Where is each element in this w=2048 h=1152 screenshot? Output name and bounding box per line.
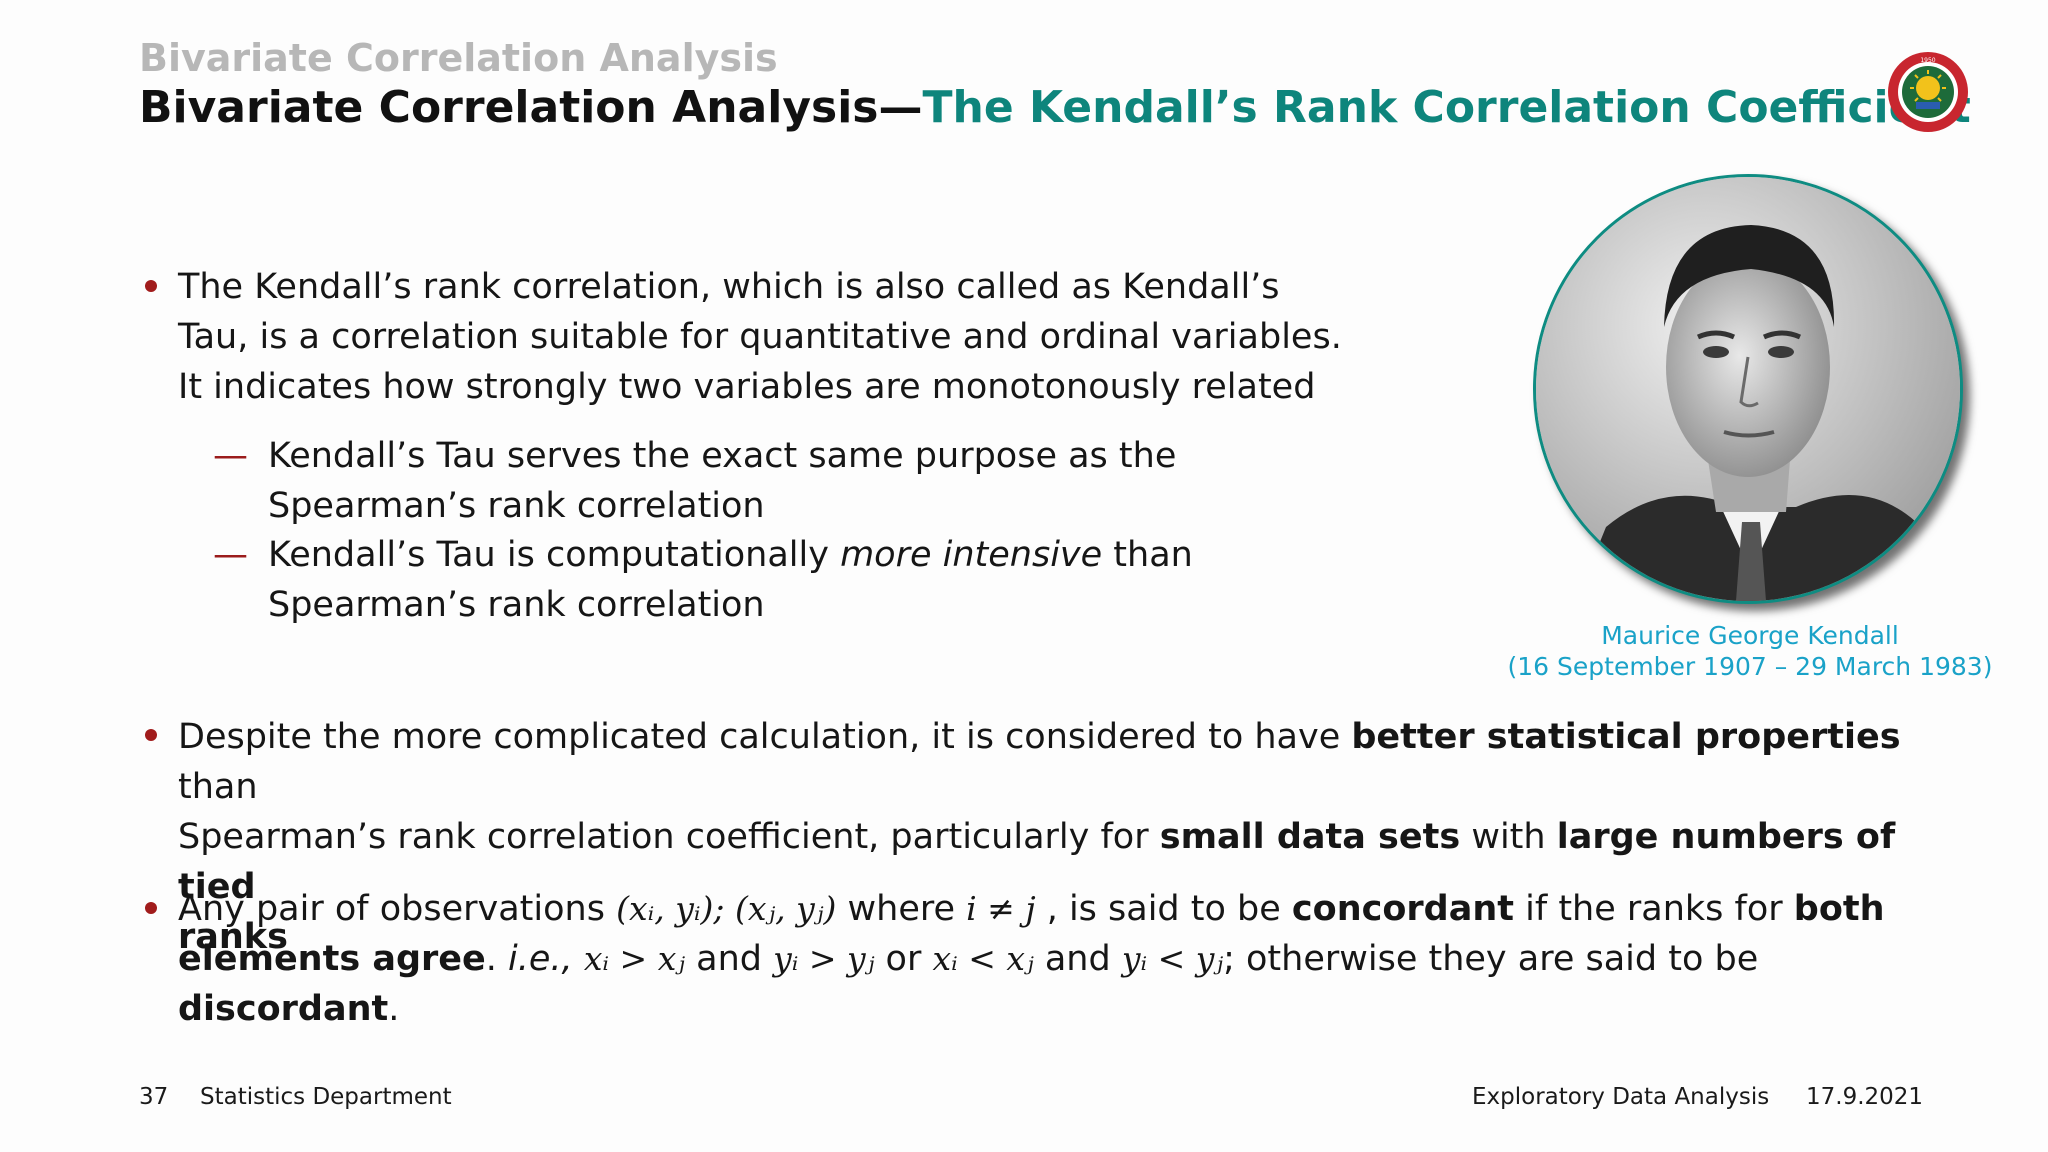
bold-text: elements agree bbox=[178, 939, 486, 979]
text-run: and bbox=[685, 939, 774, 979]
bold-text: small data sets bbox=[1159, 817, 1461, 857]
footer-date: 17.9.2021 bbox=[1806, 1084, 1924, 1110]
title-separator: — bbox=[878, 82, 923, 133]
footer-department: Statistics Department bbox=[200, 1084, 452, 1110]
sub-bullet-2-line: Spearman’s rank correlation bbox=[268, 585, 765, 625]
sub-bullet-2-line: Kendall’s Tau is computationally more in… bbox=[268, 530, 1268, 580]
text-run: and bbox=[1033, 939, 1122, 979]
footer-course: Exploratory Data Analysis bbox=[1472, 1084, 1770, 1110]
sub-bullet-dash: — bbox=[213, 436, 248, 476]
text-run: or bbox=[874, 939, 933, 979]
sub-bullet-1-line: Kendall’s Tau serves the exact same purp… bbox=[268, 436, 1177, 476]
text-run: . bbox=[485, 939, 509, 979]
text-run: than bbox=[1102, 535, 1193, 575]
sub-bullet-dash: — bbox=[213, 535, 248, 575]
text-run: Despite the more complicated calculation… bbox=[178, 717, 1352, 757]
caption-name: Maurice George Kendall bbox=[1601, 621, 1899, 650]
text-run: . bbox=[388, 989, 400, 1029]
bullet-2-line: Despite the more complicated calculation… bbox=[178, 712, 1948, 812]
math-expression: xᵢ < xⱼ bbox=[932, 939, 1034, 978]
bold-text: large numbers of tied bbox=[178, 817, 1896, 907]
text-run: with bbox=[1460, 817, 1557, 857]
logo-text-top: 1950 bbox=[1920, 57, 1935, 64]
sub-bullet-1: Kendall’s Tau serves the exact same purp… bbox=[268, 431, 1268, 531]
bold-text: both bbox=[1793, 889, 1885, 929]
bullet-1-line: Tau, is a correlation suitable for quant… bbox=[178, 317, 1342, 357]
bullet-2-line: ranks bbox=[178, 912, 1948, 962]
bullet-3-line: discordant. bbox=[178, 984, 1958, 1034]
title-main: Bivariate Correlation Analysis bbox=[139, 82, 879, 133]
text-run: ; otherwise they are said to be bbox=[1223, 939, 1759, 979]
university-logo: 1950 bbox=[1888, 52, 1968, 132]
bold-text: better statistical properties bbox=[1351, 717, 1901, 757]
bold-text: ranks bbox=[178, 917, 288, 957]
text-run: than bbox=[178, 767, 258, 807]
sub-bullet-1-line: Spearman’s rank correlation bbox=[268, 486, 765, 526]
bullet-marker bbox=[145, 729, 157, 741]
section-title: Bivariate Correlation Analysis bbox=[139, 36, 778, 80]
math-expression: yᵢ > yⱼ bbox=[773, 939, 875, 978]
bold-text: concordant bbox=[1291, 889, 1515, 929]
title-accent: The Kendall’s Rank Correlation Coefficie… bbox=[922, 82, 1971, 133]
text-run: , is said to be bbox=[1035, 889, 1292, 929]
text-run: Any pair of observations bbox=[178, 889, 617, 929]
math-expression: xᵢ > xⱼ bbox=[583, 939, 686, 978]
emphasis-text: i.e., bbox=[508, 939, 573, 979]
text-run: Spearman’s rank correlation coefficient,… bbox=[178, 817, 1160, 857]
caption-dates: (16 September 1907 – 29 March 1983) bbox=[1507, 652, 1993, 681]
portrait-photo bbox=[1533, 174, 1963, 604]
text-run: if the ranks for bbox=[1514, 889, 1794, 929]
bullet-marker bbox=[145, 902, 157, 914]
bullet-3-line: elements agree. i.e., xᵢ > xⱼ and yᵢ > y… bbox=[178, 934, 1958, 984]
emphasis-text: more intensive bbox=[840, 535, 1103, 575]
math-expression: i ≠ j bbox=[966, 889, 1036, 928]
bold-text: discordant bbox=[178, 989, 389, 1029]
bullet-3-text: Any pair of observations (xᵢ, yᵢ); (xⱼ, … bbox=[178, 884, 1958, 1034]
portrait-caption: Maurice George Kendall (16 September 190… bbox=[1500, 620, 2000, 682]
math-expression: yᵢ < yⱼ bbox=[1121, 939, 1224, 978]
page-title: Bivariate Correlation Analysis—The Kenda… bbox=[139, 82, 1971, 133]
bullet-3-line: Any pair of observations (xᵢ, yᵢ); (xⱼ, … bbox=[178, 884, 1958, 934]
bullet-2-line: Spearman’s rank correlation coefficient,… bbox=[178, 812, 1948, 912]
bullet-1-text: The Kendall’s rank correlation, which is… bbox=[178, 262, 1378, 412]
text-run: where bbox=[836, 889, 967, 929]
bullet-marker bbox=[145, 280, 157, 292]
footer-page-number: 37 bbox=[139, 1084, 169, 1110]
text-run: Kendall’s Tau is computationally bbox=[268, 535, 841, 575]
portrait-image bbox=[1536, 177, 1960, 601]
bullet-1-line: The Kendall’s rank correlation, which is… bbox=[178, 267, 1280, 307]
bullet-1-line: It indicates how strongly two variables … bbox=[178, 367, 1316, 407]
sub-bullet-2: Kendall’s Tau is computationally more in… bbox=[268, 530, 1268, 630]
bullet-2-text: Despite the more complicated calculation… bbox=[178, 712, 1948, 962]
math-expression: (xᵢ, yᵢ); (xⱼ, yⱼ) bbox=[616, 889, 837, 928]
